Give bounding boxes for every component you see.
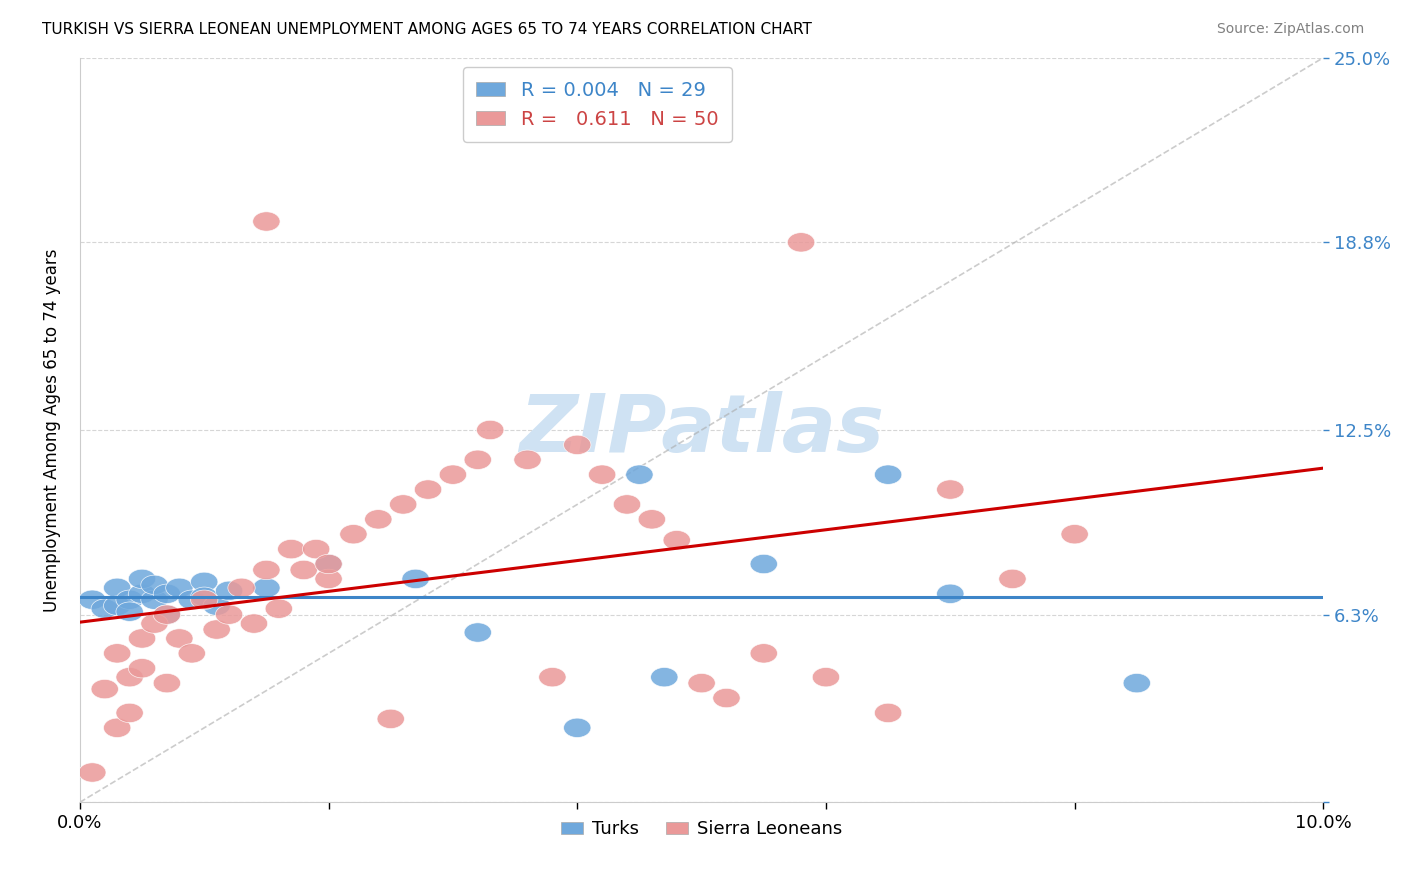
Ellipse shape <box>215 581 243 600</box>
Ellipse shape <box>104 644 131 663</box>
Ellipse shape <box>153 584 180 604</box>
Ellipse shape <box>464 450 492 469</box>
Ellipse shape <box>626 465 654 484</box>
Ellipse shape <box>998 569 1026 589</box>
Ellipse shape <box>464 623 492 642</box>
Ellipse shape <box>240 614 267 633</box>
Ellipse shape <box>936 584 965 604</box>
Ellipse shape <box>91 599 118 618</box>
Ellipse shape <box>340 524 367 544</box>
Y-axis label: Unemployment Among Ages 65 to 74 years: Unemployment Among Ages 65 to 74 years <box>44 248 60 612</box>
Ellipse shape <box>564 718 591 738</box>
Ellipse shape <box>253 578 280 598</box>
Ellipse shape <box>91 680 118 698</box>
Ellipse shape <box>253 211 280 231</box>
Ellipse shape <box>191 572 218 591</box>
Ellipse shape <box>228 578 256 598</box>
Ellipse shape <box>191 587 218 607</box>
Ellipse shape <box>79 763 105 782</box>
Ellipse shape <box>439 465 467 484</box>
Ellipse shape <box>315 569 342 589</box>
Ellipse shape <box>389 495 416 514</box>
Ellipse shape <box>153 605 180 624</box>
Ellipse shape <box>179 644 205 663</box>
Ellipse shape <box>875 465 901 484</box>
Ellipse shape <box>315 554 342 574</box>
Ellipse shape <box>128 584 156 604</box>
Text: TURKISH VS SIERRA LEONEAN UNEMPLOYMENT AMONG AGES 65 TO 74 YEARS CORRELATION CHA: TURKISH VS SIERRA LEONEAN UNEMPLOYMENT A… <box>42 22 813 37</box>
Ellipse shape <box>402 569 429 589</box>
Ellipse shape <box>179 591 205 609</box>
Ellipse shape <box>315 554 342 574</box>
Ellipse shape <box>589 465 616 484</box>
Ellipse shape <box>128 569 156 589</box>
Text: Source: ZipAtlas.com: Source: ZipAtlas.com <box>1216 22 1364 37</box>
Ellipse shape <box>253 560 280 580</box>
Ellipse shape <box>787 233 814 252</box>
Ellipse shape <box>128 658 156 678</box>
Ellipse shape <box>638 509 665 529</box>
Ellipse shape <box>115 591 143 609</box>
Ellipse shape <box>79 591 105 609</box>
Ellipse shape <box>141 575 169 595</box>
Ellipse shape <box>1123 673 1150 693</box>
Ellipse shape <box>477 420 503 440</box>
Ellipse shape <box>104 578 131 598</box>
Ellipse shape <box>141 614 169 633</box>
Ellipse shape <box>613 495 641 514</box>
Ellipse shape <box>713 689 740 707</box>
Ellipse shape <box>564 435 591 455</box>
Ellipse shape <box>202 620 231 640</box>
Ellipse shape <box>377 709 405 729</box>
Ellipse shape <box>277 540 305 558</box>
Ellipse shape <box>191 591 218 609</box>
Ellipse shape <box>115 703 143 723</box>
Ellipse shape <box>415 480 441 500</box>
Ellipse shape <box>215 605 243 624</box>
Ellipse shape <box>166 629 193 648</box>
Ellipse shape <box>875 703 901 723</box>
Ellipse shape <box>688 673 716 693</box>
Ellipse shape <box>166 578 193 598</box>
Ellipse shape <box>266 599 292 618</box>
Ellipse shape <box>104 596 131 615</box>
Ellipse shape <box>115 602 143 622</box>
Ellipse shape <box>141 591 169 609</box>
Ellipse shape <box>936 480 965 500</box>
Ellipse shape <box>115 667 143 687</box>
Ellipse shape <box>1062 524 1088 544</box>
Ellipse shape <box>290 560 318 580</box>
Ellipse shape <box>364 509 392 529</box>
Ellipse shape <box>749 644 778 663</box>
Ellipse shape <box>202 596 231 615</box>
Ellipse shape <box>104 718 131 738</box>
Ellipse shape <box>749 554 778 574</box>
Ellipse shape <box>813 667 839 687</box>
Ellipse shape <box>153 605 180 624</box>
Ellipse shape <box>651 667 678 687</box>
Text: ZIPatlas: ZIPatlas <box>519 391 884 469</box>
Ellipse shape <box>513 450 541 469</box>
Ellipse shape <box>153 673 180 693</box>
Ellipse shape <box>538 667 567 687</box>
Ellipse shape <box>664 531 690 549</box>
Ellipse shape <box>128 629 156 648</box>
Legend: Turks, Sierra Leoneans: Turks, Sierra Leoneans <box>554 813 849 846</box>
Ellipse shape <box>302 540 330 558</box>
